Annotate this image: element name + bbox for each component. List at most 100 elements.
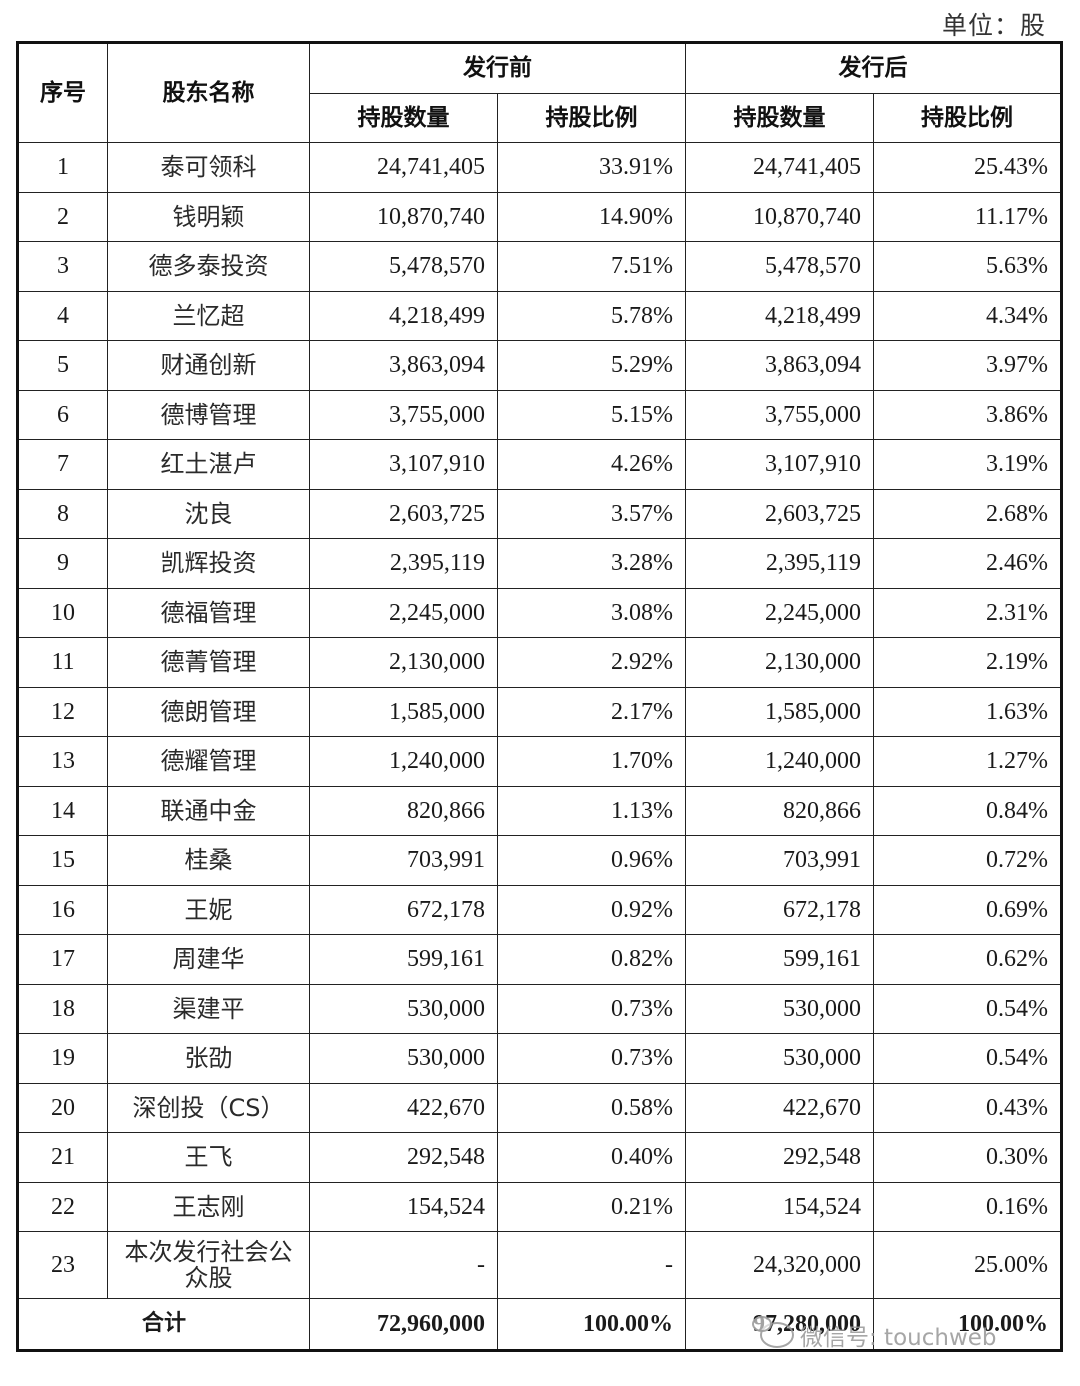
cell-shares-before: 3,863,094 — [309, 340, 498, 391]
cell-ratio-before: 0.73% — [497, 983, 686, 1034]
cell-index: 16 — [17, 884, 108, 935]
cell-shares-after: 2,130,000 — [685, 637, 874, 688]
table-row: 11 德菁管理 2,130,000 2.92% 2,130,000 2.19% — [17, 637, 1062, 688]
cell-ratio-before: 3.57% — [497, 488, 686, 539]
cell-shareholder-name: 王志刚 — [107, 1181, 310, 1232]
table-row: 10 德福管理 2,245,000 3.08% 2,245,000 2.31% — [17, 587, 1062, 638]
header-before-issue: 发行前 — [309, 42, 686, 94]
cell-shareholder-name: 红土湛卢 — [107, 439, 310, 490]
cell-shares-after: 672,178 — [685, 884, 874, 935]
cell-shares-before: 10,870,740 — [309, 191, 498, 242]
cell-shares-after: 5,478,570 — [685, 241, 874, 292]
table-row: 8 沈良 2,603,725 3.57% 2,603,725 2.68% — [17, 488, 1062, 539]
cell-index: 1 — [17, 142, 108, 193]
cell-shares-after: 1,585,000 — [685, 686, 874, 737]
cell-shares-after: 3,863,094 — [685, 340, 874, 391]
cell-shareholder-name: 德福管理 — [107, 587, 310, 638]
cell-ratio-after: 3.86% — [873, 389, 1062, 440]
table-row: 19 张劭 530,000 0.73% 530,000 0.54% — [17, 1033, 1062, 1084]
table-row: 15 桂桑 703,991 0.96% 703,991 0.72% — [17, 835, 1062, 886]
cell-shares-before: 820,866 — [309, 785, 498, 836]
cell-shareholder-name: 泰可领科 — [107, 142, 310, 193]
cell-shares-after: 4,218,499 — [685, 290, 874, 341]
cell-shares-before: 4,218,499 — [309, 290, 498, 341]
cell-ratio-before: 0.40% — [497, 1132, 686, 1183]
cell-ratio-before: 0.92% — [497, 884, 686, 935]
cell-shareholder-name: 联通中金 — [107, 785, 310, 836]
cell-index: 12 — [17, 686, 108, 737]
cell-shares-before: 24,741,405 — [309, 142, 498, 193]
header-shares-after: 持股数量 — [685, 93, 874, 143]
cell-ratio-after: 3.97% — [873, 340, 1062, 391]
cell-shares-before: 422,670 — [309, 1082, 498, 1133]
cell-index: 6 — [17, 389, 108, 440]
cell-index: 8 — [17, 488, 108, 539]
cell-ratio-before: 3.08% — [497, 587, 686, 638]
cell-shares-after: 3,107,910 — [685, 439, 874, 490]
cell-ratio-after: 25.43% — [873, 142, 1062, 193]
cell-ratio-before: 14.90% — [497, 191, 686, 242]
cell-ratio-before: 1.13% — [497, 785, 686, 836]
table-body: 1 泰可领科 24,741,405 33.91% 24,741,405 25.43% 2 钱明… — [17, 142, 1062, 1299]
cell-shares-before: 154,524 — [309, 1181, 498, 1232]
table-row: 2 钱明颖 10,870,740 14.90% 10,870,740 11.17% — [17, 191, 1062, 242]
cell-ratio-before: 4.26% — [497, 439, 686, 490]
cell-ratio-after: 0.43% — [873, 1082, 1062, 1133]
cell-ratio-after: 0.16% — [873, 1181, 1062, 1232]
table-row: 12 德朗管理 1,585,000 2.17% 1,585,000 1.63% — [17, 686, 1062, 737]
cell-shares-after: 154,524 — [685, 1181, 874, 1232]
cell-shares-after: 820,866 — [685, 785, 874, 836]
cell-ratio-before: 5.29% — [497, 340, 686, 391]
cell-shares-before: 1,585,000 — [309, 686, 498, 737]
shareholding-table: 序号 股东名称 发行前 发行后 持股数量 持股比例 持股数量 持股比例 1 泰可领… — [16, 41, 1063, 1352]
cell-index: 14 — [17, 785, 108, 836]
cell-ratio-before: 1.70% — [497, 736, 686, 787]
cell-shares-before: 3,755,000 — [309, 389, 498, 440]
cell-shares-before: 3,107,910 — [309, 439, 498, 490]
cell-shareholder-name: 德多泰投资 — [107, 241, 310, 292]
cell-shareholder-name: 桂桑 — [107, 835, 310, 886]
table-row: 1 泰可领科 24,741,405 33.91% 24,741,405 25.43% — [17, 142, 1062, 193]
cell-ratio-after: 3.19% — [873, 439, 1062, 490]
cell-index: 13 — [17, 736, 108, 787]
cell-ratio-before: 2.17% — [497, 686, 686, 737]
cell-ratio-before: 0.58% — [497, 1082, 686, 1133]
cell-shares-after: 2,245,000 — [685, 587, 874, 638]
table-row: 4 兰忆超 4,218,499 5.78% 4,218,499 4.34% — [17, 290, 1062, 341]
cell-ratio-before: - — [497, 1231, 686, 1299]
table-row: 14 联通中金 820,866 1.13% 820,866 0.84% — [17, 785, 1062, 836]
cell-shares-before: 672,178 — [309, 884, 498, 935]
cell-ratio-after: 0.69% — [873, 884, 1062, 935]
cell-shares-before: 530,000 — [309, 983, 498, 1034]
header-shares-before: 持股数量 — [309, 93, 498, 143]
table-row: 5 财通创新 3,863,094 5.29% 3,863,094 3.97% — [17, 340, 1062, 391]
header-shareholder-name: 股东名称 — [107, 42, 310, 143]
header-ratio-before: 持股比例 — [497, 93, 686, 143]
cell-shares-after: 292,548 — [685, 1132, 874, 1183]
total-ratio-before: 100.00% — [497, 1298, 686, 1351]
table-row: 16 王妮 672,178 0.92% 672,178 0.69% — [17, 884, 1062, 935]
cell-ratio-after: 2.46% — [873, 538, 1062, 589]
header-after-issue: 发行后 — [685, 42, 1062, 94]
cell-shareholder-name: 凯辉投资 — [107, 538, 310, 589]
table-row: 13 德耀管理 1,240,000 1.70% 1,240,000 1.27% — [17, 736, 1062, 787]
cell-index: 10 — [17, 587, 108, 638]
cell-ratio-after: 4.34% — [873, 290, 1062, 341]
cell-ratio-after: 1.63% — [873, 686, 1062, 737]
cell-index: 2 — [17, 191, 108, 242]
cell-index: 22 — [17, 1181, 108, 1232]
table-row: 18 渠建平 530,000 0.73% 530,000 0.54% — [17, 983, 1062, 1034]
cell-shareholder-name: 财通创新 — [107, 340, 310, 391]
cell-shares-before: 2,130,000 — [309, 637, 498, 688]
cell-index: 19 — [17, 1033, 108, 1084]
cell-ratio-after: 2.68% — [873, 488, 1062, 539]
cell-index: 7 — [17, 439, 108, 490]
cell-ratio-after: 0.62% — [873, 934, 1062, 985]
cell-ratio-after: 5.63% — [873, 241, 1062, 292]
cell-shares-before: 5,478,570 — [309, 241, 498, 292]
table-row: 7 红土湛卢 3,107,910 4.26% 3,107,910 3.19% — [17, 439, 1062, 490]
cell-shares-before: - — [309, 1231, 498, 1299]
cell-ratio-after: 2.31% — [873, 587, 1062, 638]
cell-ratio-after: 2.19% — [873, 637, 1062, 688]
header-ratio-after: 持股比例 — [873, 93, 1062, 143]
